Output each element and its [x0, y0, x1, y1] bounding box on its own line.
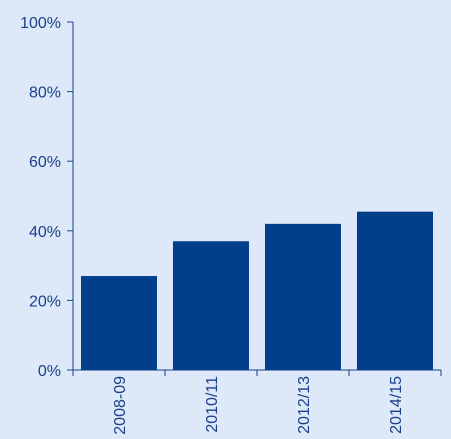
x-tick-label: 2012/13 — [296, 376, 313, 434]
x-tick-label: 2008-09 — [112, 376, 129, 435]
bars — [81, 211, 433, 370]
y-tick-label: 20% — [29, 293, 61, 310]
x-axis-ticks: 2008-09 2010/11 2012/13 2014/15 — [72, 370, 442, 435]
x-tick-label: 2010/11 — [204, 376, 221, 433]
bar — [81, 276, 157, 370]
y-tick-label: 100% — [20, 15, 61, 32]
y-tick-label: 40% — [29, 224, 61, 241]
y-tick-label: 80% — [29, 85, 61, 102]
y-tick-label: 0% — [38, 363, 61, 380]
bar — [173, 241, 249, 370]
y-axis-ticks: 0% 20% 40% 60% 80% 100% — [20, 15, 73, 380]
bar — [357, 211, 433, 370]
x-tick-label: 2014/15 — [388, 376, 405, 434]
bar — [265, 223, 341, 370]
y-tick-label: 60% — [29, 154, 61, 171]
